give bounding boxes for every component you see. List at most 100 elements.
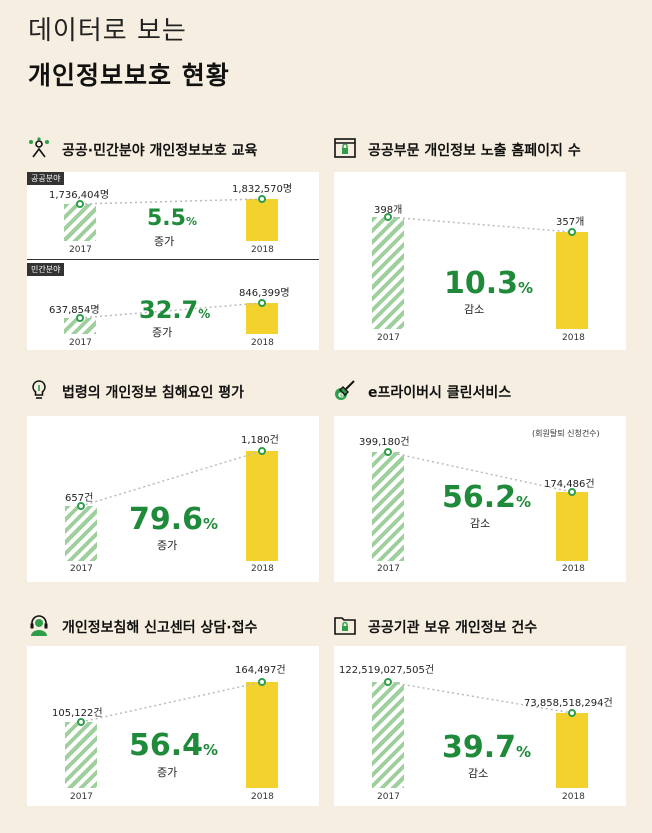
pct-value: 39.7: [442, 730, 517, 765]
bar-edu-pri-2017: [64, 318, 96, 334]
dir-exp: 감소: [464, 303, 485, 316]
headset-icon: [30, 615, 48, 636]
value-rep-2017: 105,122건: [52, 708, 103, 719]
point-edu-pri-2018: [258, 299, 266, 307]
trend-line-edu-pub: [79, 198, 263, 205]
point-exp-2017: [384, 213, 392, 221]
value-edu-pub-2017: 1,736,404명: [49, 190, 110, 201]
pct-value: 56.2: [442, 480, 517, 515]
bar-law-2017: [65, 506, 97, 561]
point-edu-pub-2017: [76, 200, 84, 208]
bar-rep-2017: [65, 722, 97, 788]
trend-line-law: [80, 450, 263, 507]
section-title-privacy-clean: e프라이버시 클린서비스: [368, 385, 512, 401]
value-edu-pub-2018: 1,832,570명: [232, 184, 293, 195]
lightbulb-icon: [32, 380, 46, 399]
year-2017: 2017: [70, 564, 93, 574]
trend-line-edu-pri: [79, 302, 263, 319]
bar-pc-2017: [372, 452, 404, 561]
dir-hold: 감소: [468, 767, 489, 780]
value-pc-2018: 174,486건: [544, 479, 595, 490]
card-holdings: 122,519,027,505건 73,858,518,294건 2017 20…: [334, 646, 626, 806]
section-title-law: 법령의 개인정보 침해요인 평가: [62, 385, 245, 401]
note-withdrawal: (회원탈퇴 신청건수): [532, 429, 600, 438]
card-law: 657건 1,180건 2017 2018 79.6% 증가: [27, 416, 319, 582]
year-2017: 2017: [377, 333, 400, 343]
year-2018: 2018: [251, 245, 274, 255]
point-law-2018: [258, 447, 266, 455]
year-2018: 2018: [251, 564, 274, 574]
year-2017: 2017: [69, 338, 92, 348]
pct-sign: %: [203, 741, 219, 759]
trend-line-pc: [387, 451, 573, 493]
point-hold-2018: [568, 709, 576, 717]
card-report: 105,122건 164,497건 2017 2018 56.4% 증가: [27, 646, 319, 806]
year-2018: 2018: [562, 792, 585, 802]
pct-rep: 56.4%: [129, 728, 218, 763]
bar-law-2018: [246, 451, 278, 561]
year-2018: 2018: [251, 792, 274, 802]
people-icon: [29, 137, 49, 158]
section-title-exposure: 공공부문 개인정보 노출 홈페이지 수: [368, 143, 581, 159]
broom-e-icon: e: [335, 380, 355, 401]
dir-edu-pub: 증가: [154, 235, 175, 248]
trend-line-exp: [387, 216, 573, 233]
value-pc-2017: 399,180건: [359, 437, 410, 448]
pct-value: 10.3: [444, 266, 519, 301]
value-rep-2018: 164,497건: [235, 665, 286, 676]
value-edu-pri-2017: 637,854명: [49, 305, 100, 316]
pct-sign: %: [198, 307, 211, 321]
point-edu-pri-2017: [76, 314, 84, 322]
bar-rep-2018: [246, 682, 278, 788]
card-exposure: 398개 357개 2017 2018 10.3% 감소: [334, 172, 626, 350]
private-tag: 민간분야: [27, 263, 65, 276]
pct-value: 5.5: [147, 206, 186, 231]
section-title-education: 공공·민간분야 개인정보보호 교육: [62, 143, 258, 159]
pct-value: 32.7: [139, 296, 199, 324]
pct-edu-pub: 5.5%: [147, 206, 197, 231]
dir-rep: 증가: [157, 766, 178, 779]
public-tag: 공공분야: [27, 172, 65, 185]
bar-exp-2017: [372, 217, 404, 329]
pct-sign: %: [516, 493, 532, 511]
pct-value: 79.6: [129, 502, 204, 537]
pct-edu-pri: 32.7%: [139, 296, 210, 324]
header-title: 개인정보보호 현황: [28, 61, 230, 90]
value-hold-2017: 122,519,027,505건: [339, 665, 435, 676]
bar-edu-pri-2018: [246, 303, 278, 334]
lock-folder-icon: [334, 617, 356, 635]
year-2017: 2017: [377, 792, 400, 802]
section-title-holdings: 공공기관 보유 개인정보 건수: [368, 620, 538, 636]
point-pc-2018: [568, 488, 576, 496]
bar-edu-pub-2017: [64, 204, 96, 241]
value-exp-2017: 398개: [374, 205, 403, 216]
header-subtitle: 데이터로 보는: [28, 16, 187, 46]
pct-sign: %: [516, 743, 532, 761]
pct-exp: 10.3%: [444, 266, 533, 301]
point-rep-2018: [258, 678, 266, 686]
point-law-2017: [77, 502, 85, 510]
pct-sign: %: [185, 215, 198, 228]
pct-sign: %: [518, 279, 534, 297]
bar-exp-2018: [556, 232, 588, 329]
pct-value: 56.4: [129, 728, 204, 763]
value-law-2018: 1,180건: [241, 435, 279, 446]
point-hold-2017: [384, 678, 392, 686]
svg-text:e: e: [338, 391, 344, 401]
year-2018: 2018: [562, 333, 585, 343]
dir-edu-pri: 증가: [152, 326, 173, 339]
pct-pc: 56.2%: [442, 480, 531, 515]
pct-sign: %: [203, 515, 219, 533]
bar-hold-2017: [372, 682, 404, 788]
divider: [27, 259, 319, 260]
year-2017: 2017: [69, 245, 92, 255]
value-hold-2018: 73,858,518,294건: [524, 698, 613, 709]
value-exp-2018: 357개: [556, 217, 585, 228]
bar-pc-2018: [556, 492, 588, 561]
point-pc-2017: [384, 448, 392, 456]
dir-pc: 감소: [470, 517, 491, 530]
bar-hold-2018: [556, 713, 588, 788]
value-law-2017: 657건: [65, 493, 94, 504]
point-rep-2017: [77, 718, 85, 726]
card-privacy-clean: (회원탈퇴 신청건수) 399,180건 174,486건 2017 2018 …: [334, 416, 626, 582]
